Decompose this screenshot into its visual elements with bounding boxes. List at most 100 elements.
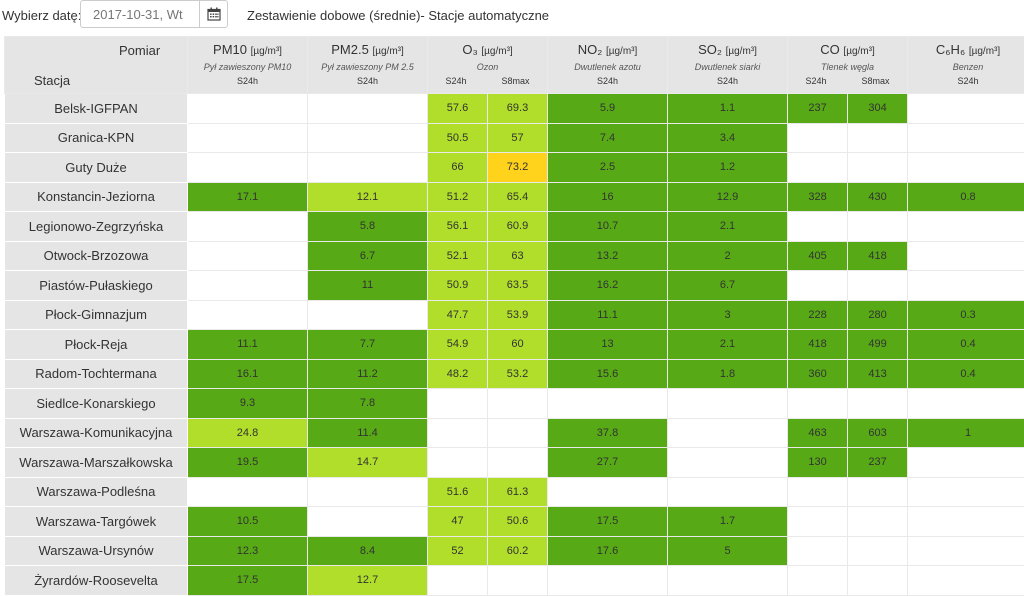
measurement-cell: 463 xyxy=(788,418,848,448)
measurement-cell xyxy=(788,566,848,596)
measurement-cell: 499 xyxy=(848,330,908,360)
pollutant-desc: Pył zawieszony PM10 xyxy=(188,62,307,73)
measurement-cell xyxy=(908,536,1024,566)
measurement-cell xyxy=(428,389,488,419)
measurement-cell xyxy=(788,477,848,507)
measurement-cell xyxy=(428,448,488,478)
measurement-cell: 13 xyxy=(548,330,668,360)
station-name[interactable]: Granica-KPN xyxy=(5,123,188,153)
measurement-cell: 328 xyxy=(788,182,848,212)
station-name[interactable]: Warszawa-Ursynów xyxy=(5,536,188,566)
measurement-cell xyxy=(908,123,1024,153)
measurement-cell xyxy=(188,153,308,183)
header-c6h6[interactable]: C₆H₆ [µg/m³] Benzen S24h xyxy=(908,37,1024,94)
measurement-cell: 11.2 xyxy=(308,359,428,389)
measurement-cell: 24.8 xyxy=(188,418,308,448)
measurement-cell: 60.2 xyxy=(488,536,548,566)
pollutant-desc: Ozon xyxy=(428,62,547,73)
station-name[interactable]: Warszawa-Podleśna xyxy=(5,477,188,507)
measurement-cell: 65.4 xyxy=(488,182,548,212)
agg-label: S24h xyxy=(308,76,427,87)
measurement-cell xyxy=(908,212,1024,242)
measurement-cell xyxy=(908,94,1024,124)
measurement-cell: 5.9 xyxy=(548,94,668,124)
stacja-label: Stacja xyxy=(34,73,70,88)
station-name[interactable]: Otwock-Brzozowa xyxy=(5,241,188,271)
date-input[interactable] xyxy=(80,0,200,28)
measurement-cell xyxy=(188,123,308,153)
measurement-cell: 1.8 xyxy=(668,359,788,389)
measurement-cell: 73.2 xyxy=(488,153,548,183)
station-name[interactable]: Guty Duże xyxy=(5,153,188,183)
measurement-cell: 0.8 xyxy=(908,182,1024,212)
header-no2[interactable]: NO₂ [µg/m³] Dwutlenek azotu S24h xyxy=(548,37,668,94)
measurement-cell: 237 xyxy=(788,94,848,124)
measurement-cell: 12.1 xyxy=(308,182,428,212)
pollutant-name: NO₂ xyxy=(578,42,603,57)
pollutant-name: CO xyxy=(820,42,840,57)
calendar-icon xyxy=(207,7,221,21)
report-title: Zestawienie dobowe (średnie)- Stacje aut… xyxy=(247,8,549,23)
station-name[interactable]: Piastów-Pułaskiego xyxy=(5,271,188,301)
pollutant-unit: [µg/m³] xyxy=(726,46,757,57)
measurement-cell: 17.1 xyxy=(188,182,308,212)
measurement-cell: 63.5 xyxy=(488,271,548,301)
header-so2[interactable]: SO₂ [µg/m³] Dwutlenek siarki S24h xyxy=(668,37,788,94)
measurement-cell xyxy=(668,566,788,596)
station-name[interactable]: Płock-Gimnazjum xyxy=(5,300,188,330)
station-name[interactable]: Legionowo-Zegrzyńska xyxy=(5,212,188,242)
agg-label: S24h xyxy=(445,76,466,87)
measurement-cell xyxy=(848,153,908,183)
pomiar-label: Pomiar xyxy=(119,43,160,58)
pollutant-name: SO₂ xyxy=(698,42,722,57)
header-pm10[interactable]: PM10 [µg/m³] Pył zawieszony PM10 S24h xyxy=(188,37,308,94)
measurement-cell: 360 xyxy=(788,359,848,389)
station-name[interactable]: Siedlce-Konarskiego xyxy=(5,389,188,419)
measurement-cell: 418 xyxy=(848,241,908,271)
agg-label: S24h xyxy=(806,76,827,87)
station-name[interactable]: Warszawa-Marszałkowska xyxy=(5,448,188,478)
header-pm25[interactable]: PM2.5 [µg/m³] Pył zawieszony PM 2.5 S24h xyxy=(308,37,428,94)
measurement-cell: 63 xyxy=(488,241,548,271)
measurement-cell xyxy=(308,153,428,183)
measurement-cell: 1.2 xyxy=(668,153,788,183)
measurement-cell xyxy=(848,212,908,242)
measurement-cell: 304 xyxy=(848,94,908,124)
measurement-cell xyxy=(668,477,788,507)
measurement-cell xyxy=(788,123,848,153)
measurement-cell xyxy=(428,418,488,448)
station-name[interactable]: Warszawa-Targówek xyxy=(5,507,188,537)
measurement-cell: 6.7 xyxy=(308,241,428,271)
measurement-cell: 66 xyxy=(428,153,488,183)
station-name[interactable]: Belsk-IGFPAN xyxy=(5,94,188,124)
station-name[interactable]: Płock-Reja xyxy=(5,330,188,360)
measurement-cell xyxy=(908,271,1024,301)
measurement-cell: 7.4 xyxy=(548,123,668,153)
measurement-cell: 14.7 xyxy=(308,448,428,478)
calendar-button[interactable] xyxy=(199,0,228,28)
pollutant-name: O₃ xyxy=(462,42,477,57)
measurement-cell: 11.4 xyxy=(308,418,428,448)
measurement-cell xyxy=(428,566,488,596)
measurement-cell: 8.4 xyxy=(308,536,428,566)
station-name[interactable]: Radom-Tochtermana xyxy=(5,359,188,389)
measurement-cell: 48.2 xyxy=(428,359,488,389)
measurement-cell: 51.2 xyxy=(428,182,488,212)
measurement-cell: 60 xyxy=(488,330,548,360)
measurement-cell: 52.1 xyxy=(428,241,488,271)
measurement-cell xyxy=(908,448,1024,478)
measurement-cell: 7.8 xyxy=(308,389,428,419)
measurement-cell xyxy=(488,389,548,419)
station-name[interactable]: Żyrardów-Roosevelta xyxy=(5,566,188,596)
station-name[interactable]: Konstancin-Jeziorna xyxy=(5,182,188,212)
measurement-cell xyxy=(488,448,548,478)
station-name[interactable]: Warszawa-Komunikacyjna xyxy=(5,418,188,448)
measurement-cell: 17.5 xyxy=(548,507,668,537)
measurement-cell xyxy=(908,389,1024,419)
